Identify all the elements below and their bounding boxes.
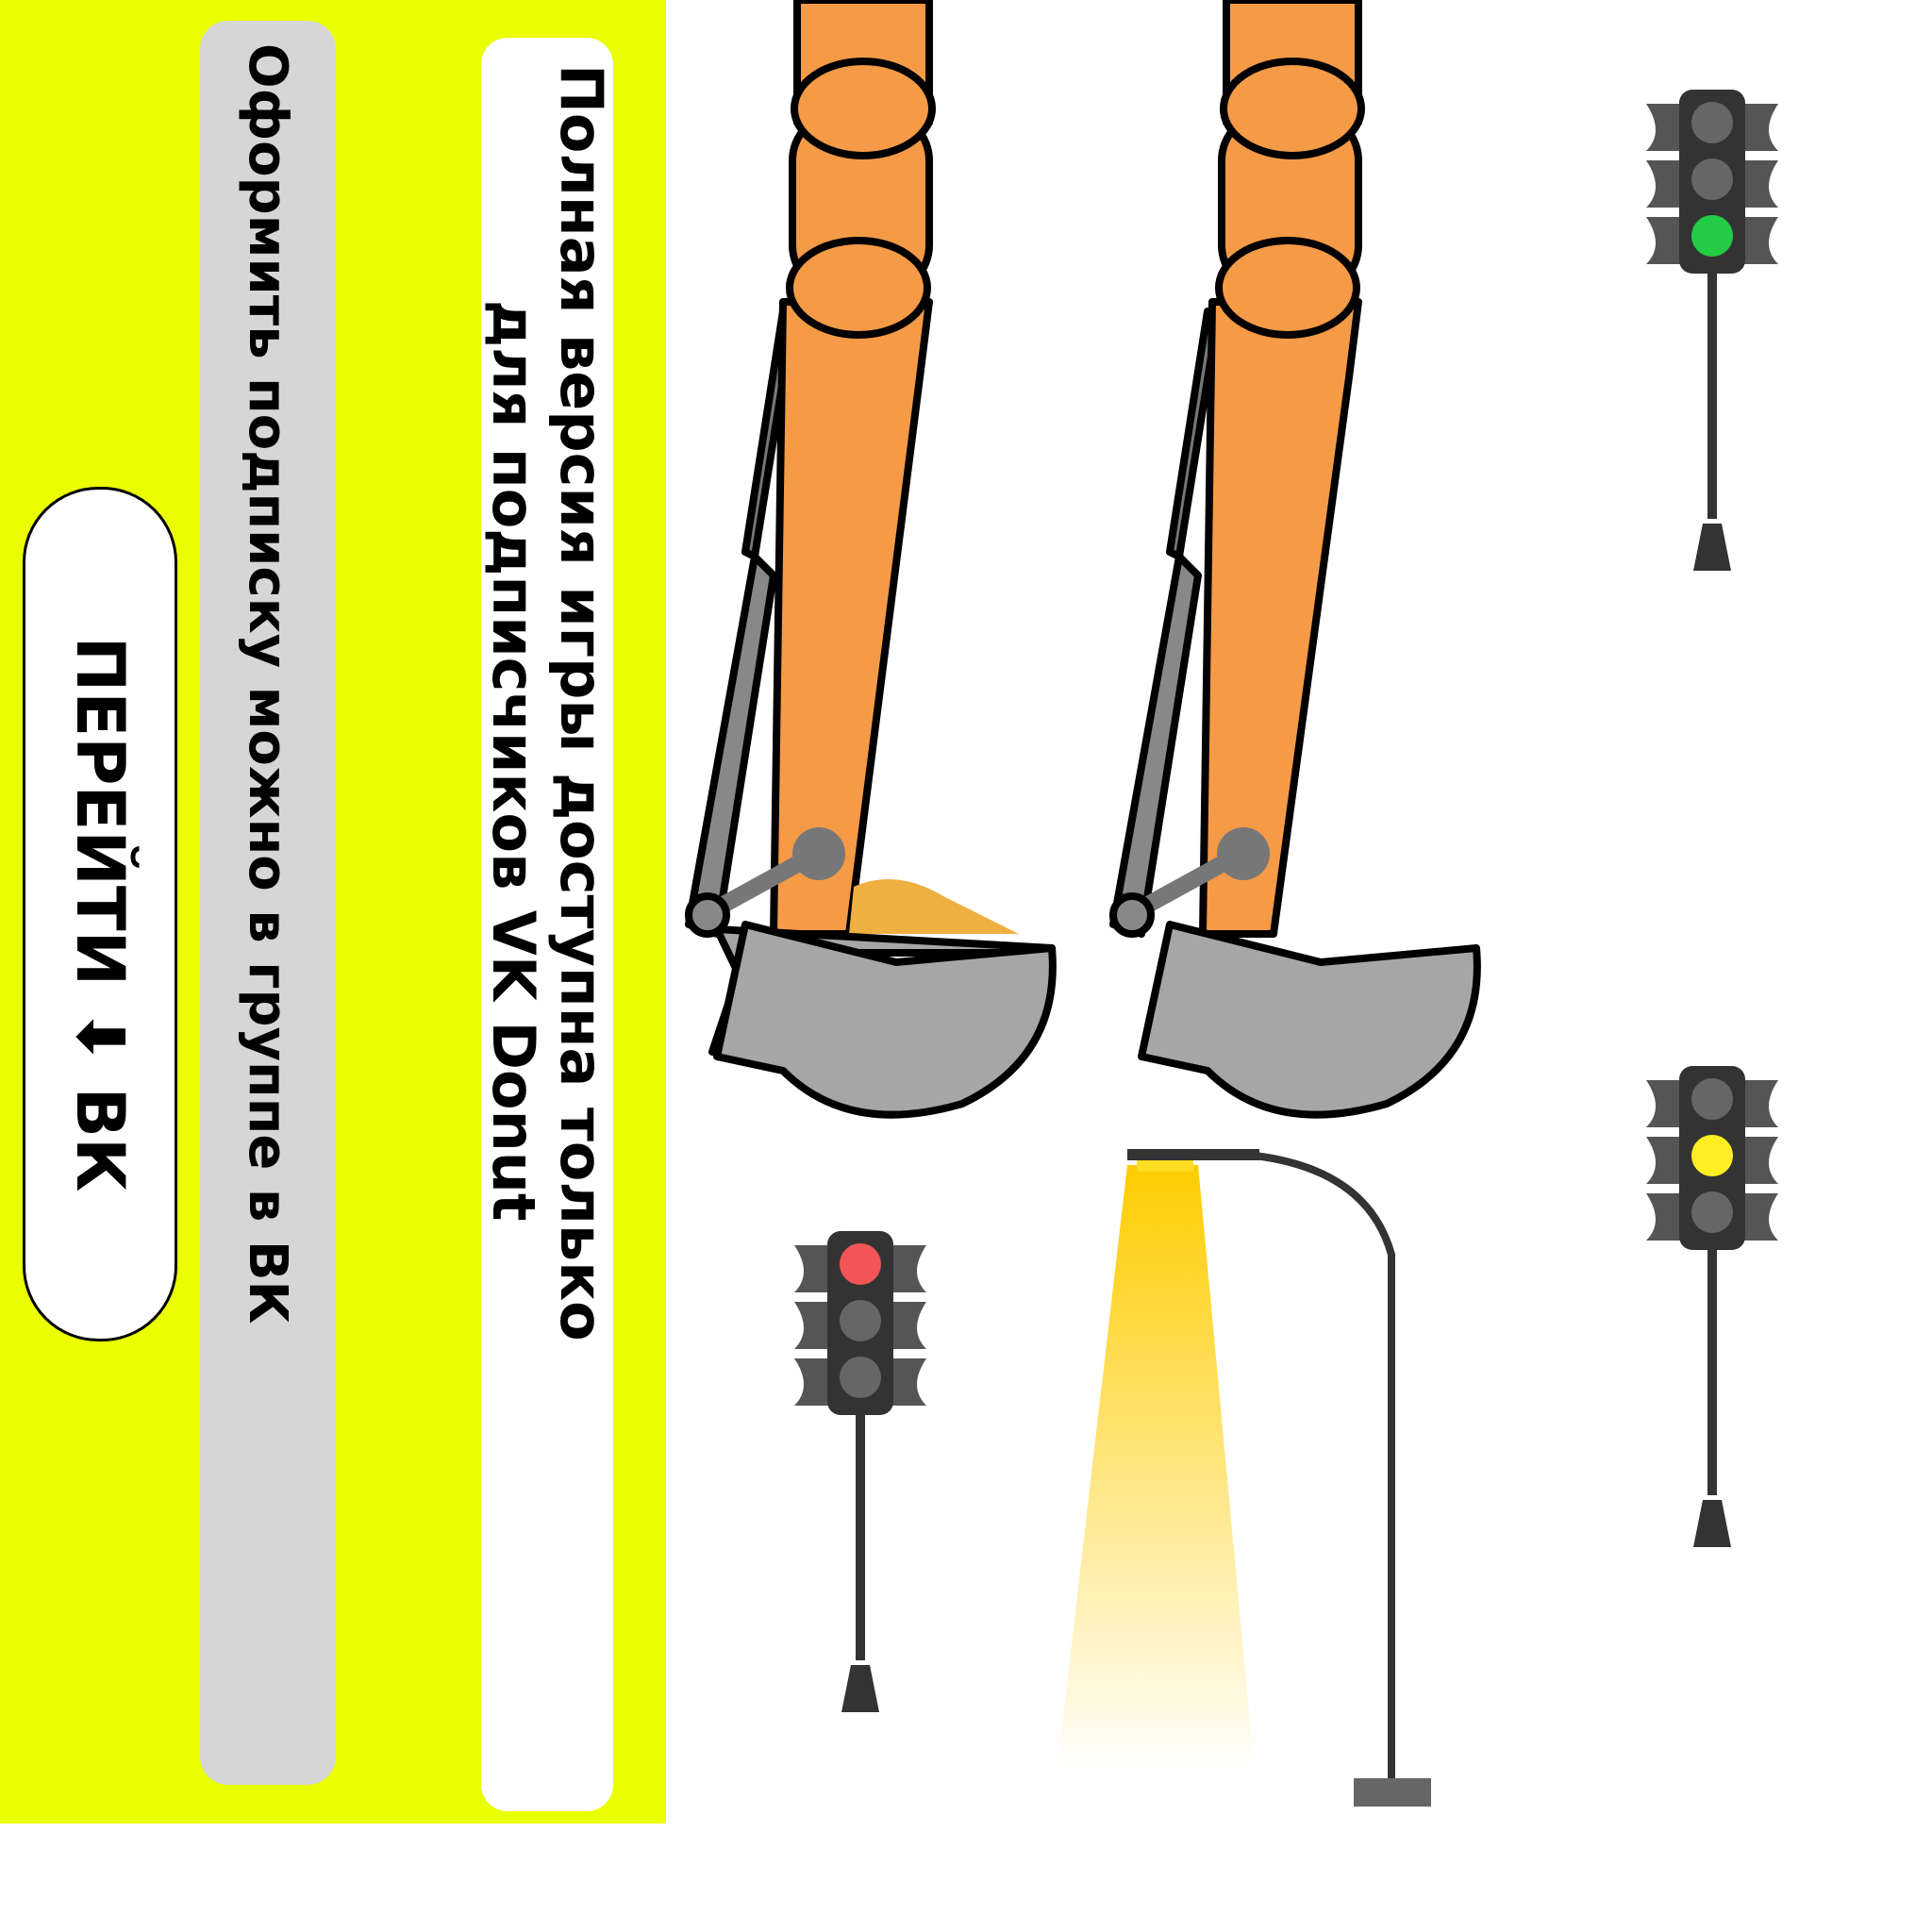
excavator-arm-left[interactable] bbox=[685, 0, 1057, 1119]
traffic-light-yellow bbox=[1646, 1066, 1778, 1547]
street-lamp bbox=[1057, 1149, 1431, 1807]
traffic-light-red bbox=[794, 1231, 926, 1712]
excavator-arm-right[interactable] bbox=[1109, 0, 1481, 1119]
traffic-light-green bbox=[1646, 90, 1778, 571]
